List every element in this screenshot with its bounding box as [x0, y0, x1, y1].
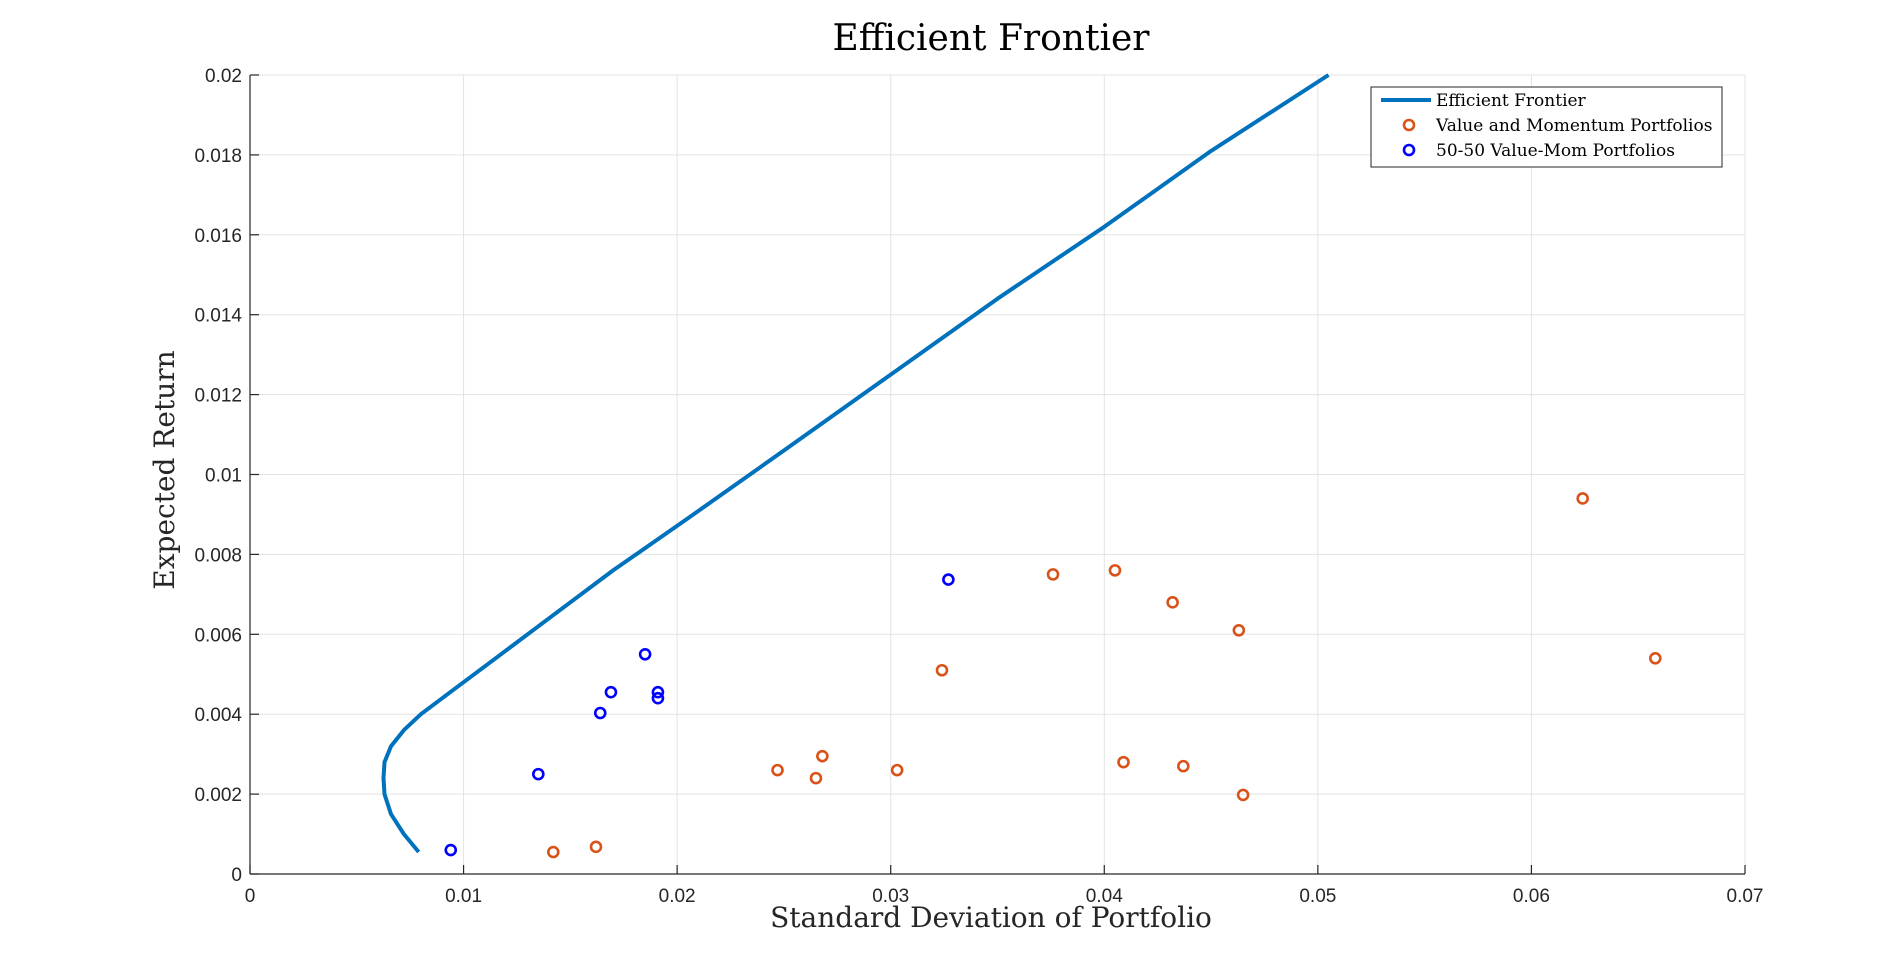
efficient-frontier-line	[381, 73, 1330, 854]
legend-fifty-fifty-marker	[1402, 143, 1416, 157]
legend-frontier-label: Efficient Frontier	[1436, 91, 1587, 111]
legend-fifty-fifty-label: 50-50 Value-Mom Portfolios	[1436, 141, 1675, 161]
y-tick-label: 0.002	[194, 785, 242, 806]
y-tick-label: 0.014	[194, 306, 242, 327]
plot-series	[381, 73, 1662, 859]
fifty-fifty-point	[444, 843, 458, 857]
x-tick-label: 0.07	[1727, 886, 1764, 907]
x-tick-label: 0.02	[659, 886, 696, 907]
legend-value-momentum-label: Value and Momentum Portfolios	[1435, 116, 1712, 136]
value-momentum-point	[1649, 651, 1662, 665]
value-momentum-point	[1117, 755, 1130, 769]
y-axis-ticks: 0 0.002 0.004 0.006 0.008 0.01 0.012 0.014 0.016…	[194, 66, 259, 886]
y-tick-label: 0.008	[194, 545, 242, 566]
x-tick-label: 0.04	[1086, 886, 1123, 907]
value-momentum-point	[1576, 492, 1589, 505]
y-tick-label: 0.01	[205, 466, 242, 487]
y-tick-label: 0.004	[194, 705, 242, 726]
x-tick-label: 0.01	[445, 886, 482, 907]
fifty-fifty-point	[651, 685, 665, 699]
legend-value-momentum-marker	[1402, 118, 1416, 132]
fifty-fifty-point	[593, 706, 607, 720]
value-momentum-point	[890, 763, 904, 777]
value-momentum-point	[1236, 788, 1250, 802]
y-tick-label: 0.012	[194, 386, 242, 407]
y-tick-label: 0.016	[194, 226, 242, 247]
y-axis-label: Expected Return	[148, 350, 181, 589]
x-tick-label: 0	[245, 886, 256, 907]
value-momentum-point	[816, 749, 829, 763]
x-tick-label: 0.05	[1299, 886, 1336, 907]
fifty-fifty-point	[532, 767, 545, 781]
x-tick-label: 0.06	[1513, 886, 1550, 907]
grid	[249, 74, 1746, 875]
y-tick-label: 0.006	[194, 625, 242, 646]
value-momentum-point	[1177, 759, 1190, 773]
value-momentum-point	[546, 845, 560, 859]
x-axis-ticks: 0 0.01 0.02 0.03 0.04 0.05 0.06 0.07	[245, 865, 1764, 907]
y-tick-label: 0.02	[205, 66, 242, 87]
value-momentum-point	[1232, 624, 1246, 637]
value-momentum-point	[589, 840, 603, 854]
x-axis-label: Standard Deviation of Portfolio	[770, 901, 1212, 934]
value-momentum-point	[771, 763, 784, 777]
fifty-fifty-point	[942, 573, 955, 586]
y-tick-label: 0.018	[194, 146, 242, 167]
fifty-fifty-point	[604, 685, 618, 699]
x-tick-label: 0.03	[872, 886, 909, 907]
y-tick-label: 0	[231, 865, 242, 886]
legend: Efficient Frontier Value and Momentum Po…	[1370, 86, 1723, 168]
value-momentum-point	[1166, 596, 1179, 609]
fifty-fifty-point	[651, 691, 665, 705]
value-momentum-point	[809, 771, 823, 785]
chart-title: Efficient Frontier	[833, 18, 1151, 59]
value-momentum-point	[1046, 568, 1060, 581]
fifty-fifty-point	[638, 647, 652, 661]
value-momentum-point	[935, 663, 949, 677]
value-momentum-point	[1108, 564, 1122, 577]
